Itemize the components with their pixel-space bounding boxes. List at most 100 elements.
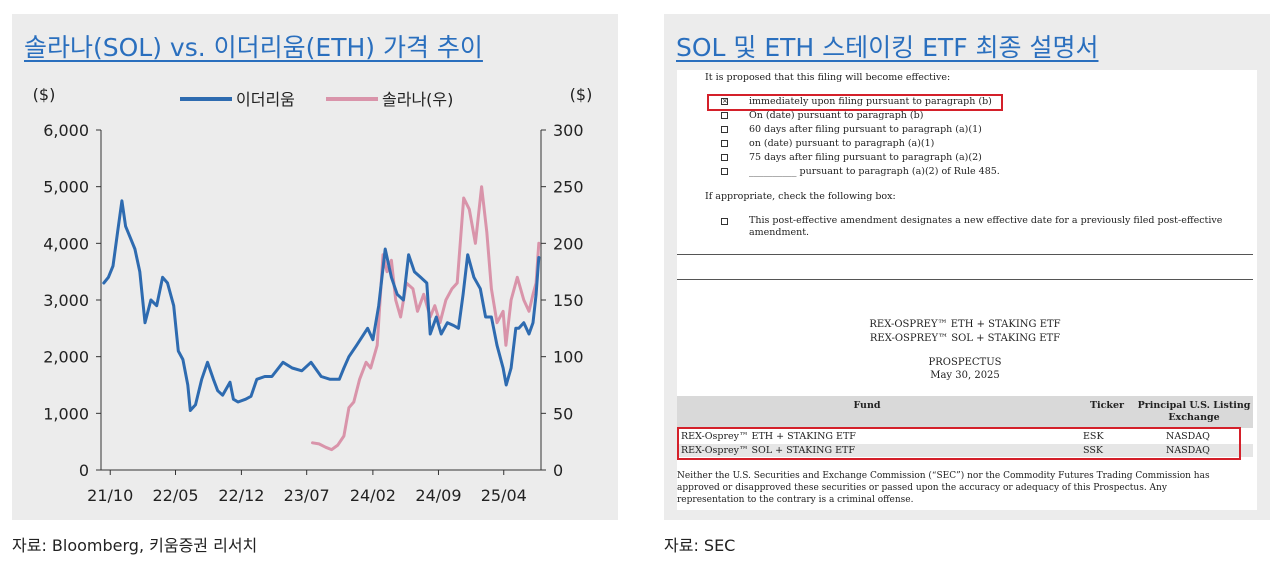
sol-price-point (532, 293, 534, 296)
eth-price-point (189, 409, 192, 412)
sol-price-point (325, 446, 327, 449)
row-fund: REX-Osprey™ ETH + STAKING ETF (681, 431, 856, 442)
eth-price-point (466, 253, 469, 256)
x-tick-label: 25/04 (481, 486, 527, 505)
header-exchange: Exchange (1168, 412, 1220, 423)
sol-price-point (348, 406, 350, 409)
legend-sol-label: 솔라나(우) (382, 90, 453, 109)
sol-price-point (434, 304, 436, 307)
chart-series (102, 185, 541, 452)
eth-price-point (390, 276, 393, 279)
eth-price-point (221, 394, 224, 397)
eth-price-point (139, 270, 141, 273)
right-tick-label: 300 (553, 121, 584, 140)
eth-price-point (402, 299, 405, 301)
amendment-text: This post-effective amendment designates… (749, 215, 1223, 226)
option-text: __________ pursuant to paragraph (a)(2) … (749, 166, 1000, 177)
option-text: 75 days after filing pursuant to paragra… (749, 152, 982, 163)
eth-price-point (528, 333, 530, 335)
sol-price-point (451, 287, 453, 290)
eth-price-point (479, 287, 482, 290)
left-unit-label: ($) (33, 85, 56, 104)
eth-price-point (250, 395, 252, 398)
option-checkbox (721, 140, 728, 147)
sol-price-point (502, 310, 504, 313)
eth-price-point (124, 225, 127, 228)
prospectus-title: SOL 및 ETH 스테이킹 ETF 최종 설명서 (676, 33, 1099, 62)
right-tick-label: 100 (553, 348, 584, 367)
sol-price-point (376, 344, 379, 347)
sol-price-point (365, 361, 367, 364)
eth-price-point (518, 327, 520, 330)
amendment-text: amendment. (749, 227, 810, 238)
eth-price-point (419, 276, 422, 279)
disclaimer: approved or disapproved these securities… (677, 483, 1167, 493)
left-tick-label: 3,000 (43, 291, 89, 310)
prospectus-source: 자료: SEC (664, 536, 736, 555)
divider (677, 279, 1253, 280)
sol-price-line (311, 185, 541, 452)
eth-price-point (134, 248, 136, 250)
sol-price-point (412, 287, 414, 290)
fund-name: REX-OSPREY™ ETH + STAKING ETF (869, 319, 1061, 330)
left-tick-label: 5,000 (43, 178, 89, 197)
sol-price-point (486, 231, 488, 233)
eth-price-point (103, 282, 105, 284)
sol-price-point (394, 299, 397, 301)
sol-price-point (311, 442, 314, 444)
option-checkbox (721, 154, 728, 161)
eth-price-point (426, 282, 428, 284)
row-ticker: SSK (1083, 445, 1103, 456)
highlight-box-funds (677, 427, 1241, 460)
x-tick-label: 24/09 (415, 486, 461, 505)
sol-price-point (337, 444, 339, 446)
sol-price-point (456, 282, 459, 284)
header-fund: Fund (853, 400, 881, 411)
eth-price-point (187, 384, 189, 386)
disclaimer: Neither the U.S. Securities and Exchange… (677, 471, 1210, 481)
sol-price-point (480, 185, 483, 188)
sol-price-point (422, 293, 425, 296)
fund-table-header: Fund Ticker Principal U.S. Listing Excha… (677, 396, 1253, 428)
eth-price-point (372, 338, 374, 341)
chart-source: 자료: Bloomberg, 키움증권 리서치 (12, 536, 258, 555)
eth-price-point (440, 333, 443, 335)
eth-price-point (355, 344, 358, 347)
eth-price-point (144, 321, 146, 324)
eth-price-point (396, 293, 399, 296)
sol-price-point (523, 299, 525, 301)
eth-price-point (407, 253, 410, 256)
eth-price-point (329, 378, 331, 381)
sol-price-point (318, 443, 320, 445)
eth-price-point (377, 304, 380, 307)
eth-price-point (182, 358, 184, 361)
option-checkbox (721, 112, 728, 119)
eth-price-point (384, 248, 387, 250)
right-tick-label: 200 (553, 234, 584, 253)
sol-price-point (490, 287, 493, 290)
sol-price-point (516, 276, 519, 279)
right-unit-label: ($) (570, 85, 593, 104)
chart-title: 솔라나(SOL) vs. 이더리움(ETH) 가격 추이 (24, 33, 483, 62)
sol-price-point (343, 435, 345, 437)
sol-price-point (445, 299, 447, 301)
option-text: on (date) pursuant to paragraph (a)(1) (749, 138, 935, 149)
appropriate-text: If appropriate, check the following box: (705, 191, 896, 202)
option-checkbox (721, 126, 728, 133)
row-exchange: NASDAQ (1166, 445, 1210, 456)
eth-price-point (301, 370, 303, 372)
x-tick-label: 22/12 (218, 486, 264, 505)
option-checkbox-checked: × (721, 97, 728, 105)
eth-price-point (510, 367, 512, 369)
eth-price-point (366, 327, 369, 330)
right-tick-label: 50 (553, 404, 573, 423)
x-tick-label: 24/02 (350, 486, 396, 505)
sol-price-point (369, 367, 372, 369)
sol-price-point (358, 378, 361, 381)
sol-price-point (386, 270, 388, 273)
eth-price-point (232, 398, 235, 401)
eth-price-point (291, 367, 294, 369)
prospectus-label: PROSPECTUS (928, 357, 1002, 368)
eth-price-point (166, 282, 169, 284)
right-tick-label: 250 (553, 178, 584, 197)
